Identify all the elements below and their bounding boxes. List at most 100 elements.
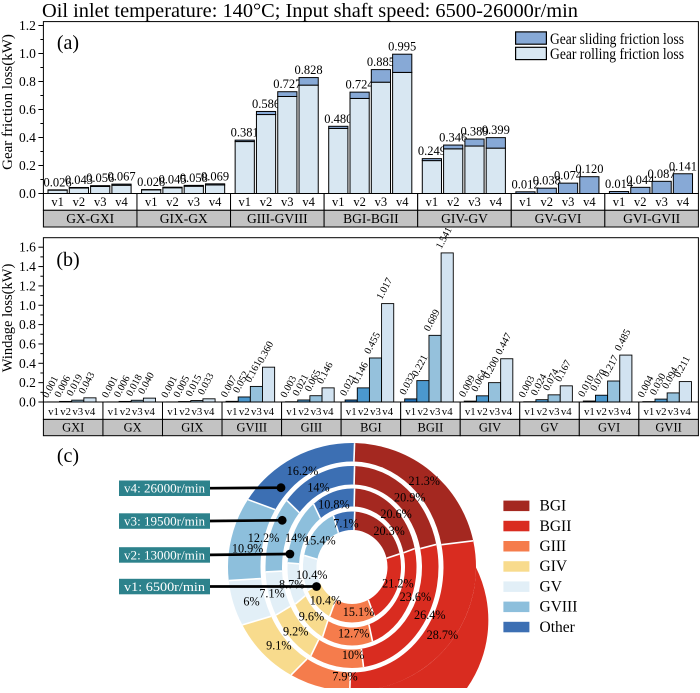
svg-text:v1: v1 [238,195,251,209]
svg-text:Other: Other [540,619,576,636]
svg-text:v3: v3 [430,406,441,418]
svg-text:v3: v3 [489,406,500,418]
svg-text:GIV-GV: GIV-GV [441,211,488,226]
svg-text:v2: v2 [596,406,607,418]
svg-text:GIV: GIV [479,421,501,435]
svg-text:0.724: 0.724 [346,78,375,92]
svg-text:v3: v3 [608,406,619,418]
svg-text:GV: GV [540,421,558,435]
svg-text:0.2: 0.2 [19,158,36,173]
svg-text:GVI-GVII: GVI-GVII [623,211,680,226]
svg-text:7.1%: 7.1% [259,586,284,600]
svg-text:20.3%: 20.3% [373,524,404,538]
svg-text:v3: v3 [251,406,262,418]
svg-text:v4: v4 [209,195,222,209]
svg-text:20.6%: 20.6% [380,507,411,521]
svg-text:0.828: 0.828 [295,63,323,77]
svg-text:v3: v3 [311,406,322,418]
svg-text:0.399: 0.399 [482,123,510,137]
svg-text:BGI-BGII: BGI-BGII [343,211,399,226]
svg-text:BGII: BGII [540,518,572,535]
svg-text:v3: v3 [281,195,294,209]
svg-text:v4: v4 [583,195,596,209]
svg-text:(a): (a) [57,32,79,54]
svg-text:0.0: 0.0 [19,186,36,201]
svg-text:v4: v4 [490,195,503,209]
svg-text:20.9%: 20.9% [394,491,425,505]
svg-text:v4: v4 [620,406,631,418]
svg-text:v4: v4 [396,195,409,209]
svg-text:v4: v4 [302,195,315,209]
svg-text:v1: v1 [51,195,64,209]
svg-text:10.8%: 10.8% [318,498,349,512]
svg-text:7.1%: 7.1% [333,516,358,530]
svg-text:1.2: 1.2 [19,278,36,293]
svg-text:GV: GV [540,578,563,595]
svg-text:0.120: 0.120 [575,162,603,176]
svg-text:v3: v3 [375,195,388,209]
svg-text:v4: v4 [204,406,215,418]
svg-text:0.995: 0.995 [388,40,416,54]
svg-text:v2: v2 [239,406,250,418]
svg-text:v4: 26000r/min: v4: 26000r/min [124,481,205,496]
svg-text:v1: v1 [48,406,59,418]
svg-text:v1: v1 [426,195,439,209]
svg-text:0.6: 0.6 [19,336,36,351]
svg-text:0.885: 0.885 [367,55,395,69]
svg-text:v3: v3 [468,195,481,209]
svg-text:GV-GVI: GV-GVI [535,211,582,226]
svg-text:GX-GXI: GX-GXI [66,211,114,226]
svg-text:v3: v3 [655,195,668,209]
svg-text:v3: v3 [72,406,83,418]
svg-text:v1: v1 [286,406,297,418]
svg-text:v4: v4 [677,195,690,209]
svg-text:Gear friction loss(kW): Gear friction loss(kW) [0,34,16,170]
svg-text:v3: v3 [562,195,575,209]
svg-text:v1: v1 [519,195,532,209]
svg-text:0.4: 0.4 [19,130,36,145]
svg-text:GIII-GVIII: GIII-GVIII [247,211,308,226]
svg-text:v1: v1 [108,406,119,418]
svg-text:GX: GX [124,421,142,435]
svg-text:GXI: GXI [62,421,84,435]
svg-text:21.2%: 21.2% [382,577,413,591]
svg-text:v1: v1 [332,195,345,209]
svg-text:7.9%: 7.9% [332,670,357,684]
svg-text:Gear rolling friction loss: Gear rolling friction loss [550,46,684,63]
svg-text:10.4%: 10.4% [310,593,341,607]
svg-text:28.7%: 28.7% [427,628,458,642]
svg-text:14%: 14% [307,481,329,495]
svg-text:GVII: GVII [655,421,681,435]
svg-text:v4: v4 [85,406,96,418]
svg-text:v3: v3 [549,406,560,418]
svg-text:v2: v2 [634,195,647,209]
svg-text:Windage loss(kW): Windage loss(kW) [0,264,16,373]
svg-text:v4: v4 [382,406,393,418]
svg-text:v1: v1 [346,406,357,418]
svg-text:v3: v3 [94,195,107,209]
svg-text:v3: v3 [668,406,679,418]
svg-text:v4: v4 [115,195,128,209]
svg-text:v2: v2 [537,406,548,418]
svg-text:v1: 6500r/min: v1: 6500r/min [124,579,206,594]
svg-text:v2: v2 [166,195,179,209]
svg-text:v1: v1 [145,195,158,209]
svg-text:0.8: 0.8 [19,317,36,332]
svg-text:15.1%: 15.1% [343,605,374,619]
svg-text:v1: v1 [613,195,626,209]
svg-text:v2: v2 [418,406,429,418]
svg-text:1.2: 1.2 [19,18,36,33]
svg-text:v2: v2 [60,406,71,418]
svg-text:v4: v4 [144,406,155,418]
svg-text:v2: v2 [477,406,488,418]
svg-text:23.6%: 23.6% [400,590,431,604]
svg-text:BGI: BGI [540,498,567,515]
svg-text:v3: v3 [370,406,381,418]
svg-text:0.586: 0.586 [252,97,280,111]
svg-text:1.0: 1.0 [19,298,36,313]
svg-text:GVIII: GVIII [237,421,268,435]
svg-text:0.2: 0.2 [19,375,36,390]
svg-text:v1: v1 [524,406,535,418]
svg-text:15.4%: 15.4% [304,533,335,547]
svg-text:26.4%: 26.4% [414,608,445,622]
